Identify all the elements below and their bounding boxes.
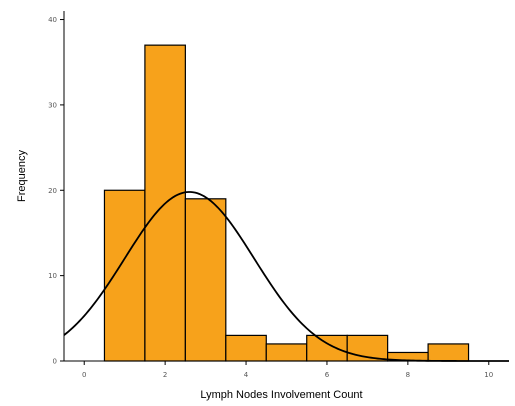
- x-tick-label: 4: [244, 371, 249, 379]
- y-tick-label: 40: [48, 16, 57, 24]
- histogram-bars: [103, 44, 470, 362]
- y-tick-label: 20: [48, 187, 57, 195]
- histogram-bar-3: [184, 198, 227, 362]
- histogram-bar-6: [306, 334, 348, 362]
- x-tick-label: 8: [406, 371, 410, 379]
- y-tick-label: 30: [48, 101, 57, 109]
- y-tick-label: 10: [48, 272, 57, 280]
- histogram-bar-1: [103, 189, 146, 362]
- tick-labels: 0 2 4 6 8 10 0 10 20 30 40: [48, 16, 493, 379]
- axes: [60, 11, 509, 365]
- x-tick-label: 0: [82, 371, 86, 379]
- histogram-bar-4: [225, 334, 267, 362]
- x-tick-label: 10: [484, 371, 493, 379]
- y-tick-label: 0: [53, 358, 57, 366]
- x-axis-label: Lymph Nodes Involvement Count: [200, 389, 362, 401]
- x-tick-label: 6: [325, 371, 330, 379]
- x-tick-label: 2: [163, 371, 167, 379]
- histogram-bar-5: [265, 343, 308, 362]
- y-axis-label: Frequency: [16, 150, 28, 202]
- histogram-bar-9: [427, 343, 470, 362]
